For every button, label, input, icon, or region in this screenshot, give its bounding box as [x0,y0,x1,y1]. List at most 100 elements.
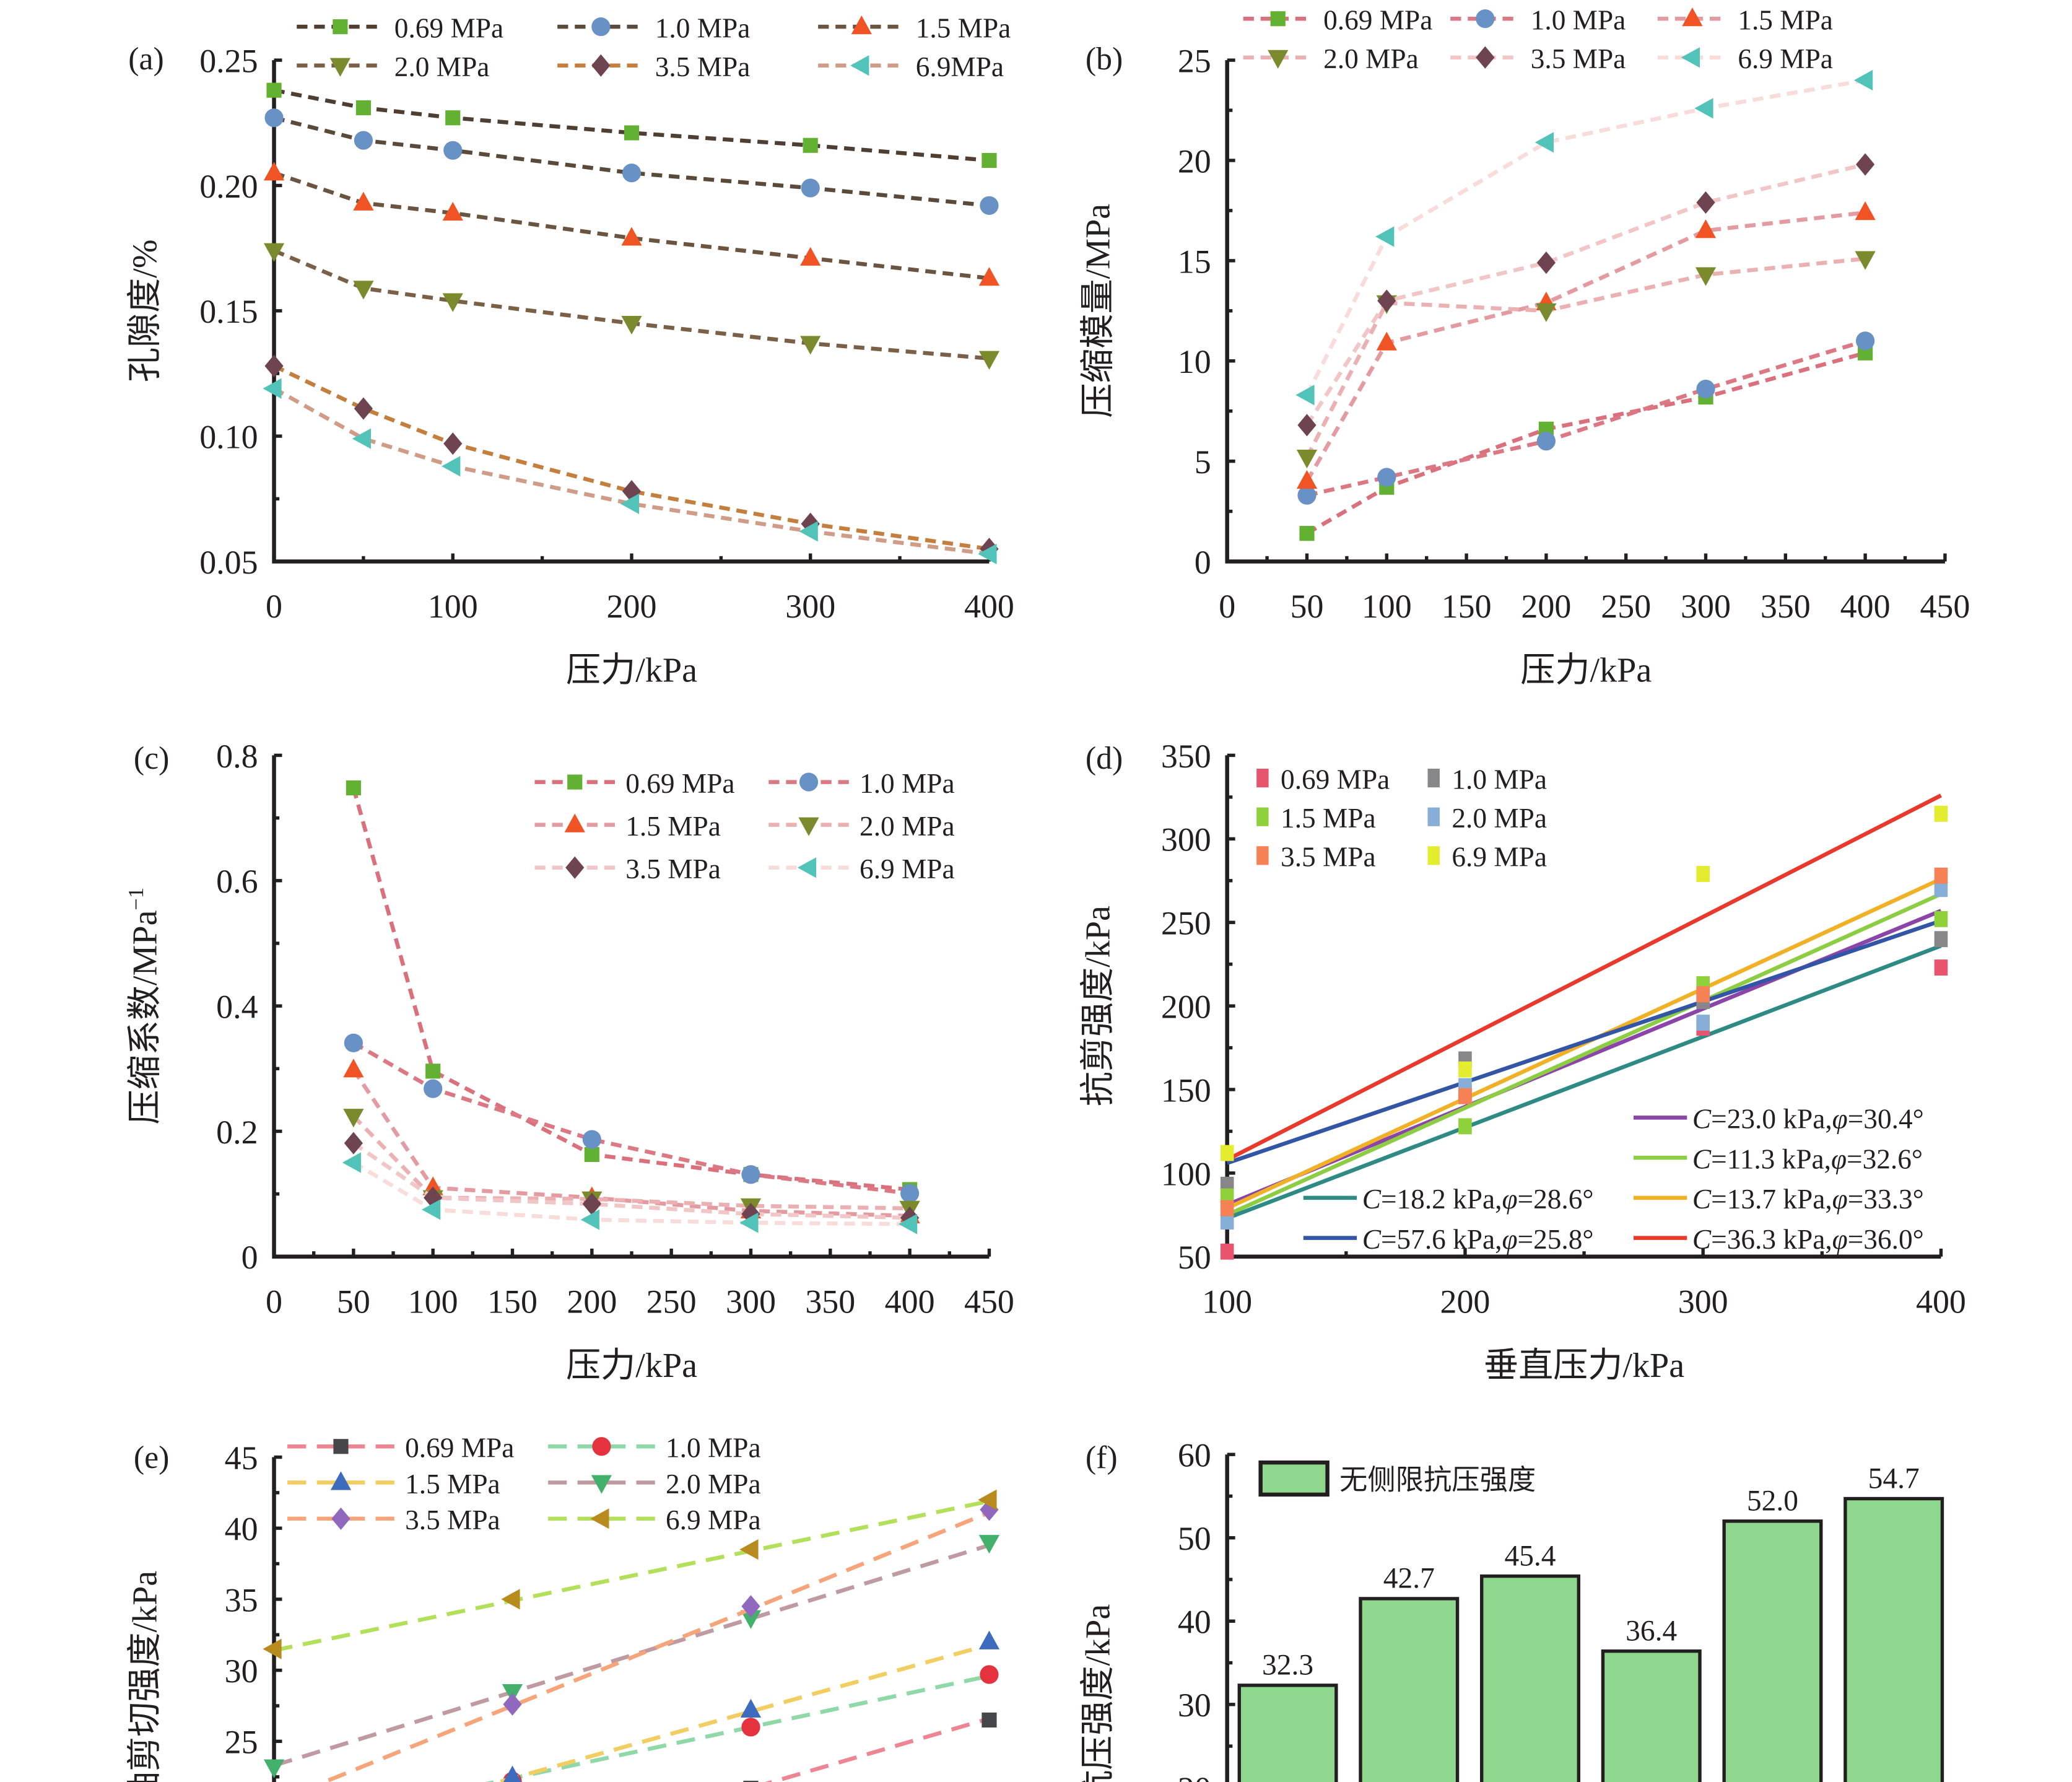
x-tick-label: 450 [964,1283,1014,1320]
panel-label: (f) [1086,1440,1118,1475]
data-point [801,512,820,535]
fit-line [1226,919,1942,1165]
data-point [743,1780,759,1782]
y-axis-title: 压缩模量/MPa [1079,204,1118,418]
chart-panel-a: 0.05 0.10 0.15 0.20 0.25 0 100 200 300 400 压力/kPa 孔… [126,12,1014,689]
series-6.9MPa [263,378,997,564]
bar-data-label: 52.0 [1747,1485,1798,1518]
series-1.0-MPa [264,108,999,215]
series-2.0-MPa [263,243,1000,370]
legend-label: 2.0 MPa [666,1469,761,1500]
bar-data-label: 45.4 [1504,1540,1556,1572]
y-tick-label: 10 [1178,343,1211,380]
data-point [1695,267,1717,286]
y-tick-label: 30 [225,1653,258,1690]
y-tick-label: 20 [1178,142,1211,180]
fit-line [485,1674,990,1782]
data-point [1377,468,1396,487]
fit-line [319,1510,990,1782]
legend-item: 2.0 MPa [1427,803,1547,834]
legend-label: 1.5 MPa [916,12,1011,43]
series-line [352,1041,910,1195]
panel-label: (d) [1086,741,1123,776]
legend-label: 0.69 MPa [1323,4,1432,35]
data-point [1934,911,1948,927]
data-point [263,1759,285,1778]
legend-item: 2.0 MPa [1243,43,1419,74]
legend-label: 0.69 MPa [394,12,503,43]
legend-label: 2.0 MPa [1323,43,1419,74]
x-tick-label: 0 [266,1283,282,1320]
x-tick-label: 250 [646,1283,697,1320]
y-tick-label: 0.10 [199,419,258,456]
y-axis-title: 三轴剪切强度/kPa [126,1571,165,1782]
legend-label: 3.5 MPa [655,51,751,82]
fit-legend-label: C=13.7 kPa,φ=33.3° [1692,1184,1924,1215]
legend-swatch [1427,807,1440,826]
series-6.9-MPa [263,1489,997,1659]
x-tick-label: 200 [1521,588,1571,625]
series-line [273,171,990,281]
data-point [978,267,1000,286]
legend-item: 6.9MPa [818,51,1004,82]
legend-marker [797,857,817,878]
data-point [263,378,282,399]
x-axis-title: 压力/kPa [1520,652,1652,690]
legend-swatch [1258,1460,1330,1497]
y-tick-label: 40 [225,1511,258,1548]
legend-item: 3.5 MPa [287,1505,500,1535]
y-tick-label: 100 [1161,1155,1211,1192]
series-line [272,387,990,556]
data-point [1855,201,1876,221]
data-point [343,1109,364,1128]
legend-label: 3.5 MPa [625,854,721,884]
legend: 0.69 MPa 1.0 MPa 1.5 MPa 2.0 MPa 3.5 MPa 6.9 … [287,1433,761,1535]
fit-legend-label-part: C [1362,1184,1382,1215]
data-point [800,336,821,355]
y-tick-label: 25 [1178,43,1211,80]
x-tick-label: 200 [567,1283,617,1320]
data-point [1934,867,1948,884]
data-point [263,243,285,262]
y-tick-label: 20 [1178,1770,1211,1782]
data-point [741,1165,760,1184]
data-point [1695,219,1717,238]
bar [1601,1649,1702,1782]
legend-marker [333,19,348,35]
y-axis-title: 孔隙度/% [126,239,165,382]
legend-label: 2.0 MPa [1452,803,1547,834]
legend-label: 1.0 MPa [655,12,751,43]
legend-marker [592,1437,611,1456]
fit-legend-item: C=23.0 kPa,φ=30.4° [1633,1104,1924,1135]
legend-marker [565,856,585,879]
data-point [1297,486,1317,505]
legend-item: 1.5 MPa [1256,803,1376,834]
legend-label: 1.5 MPa [625,811,721,842]
y-tick-label: 0.15 [199,293,258,330]
data-point [1696,866,1710,882]
data-point [1375,226,1395,247]
chart-panel-d: 50 100 150 200 250 300 350 100 200 300 400 垂直压力/kPa… [1079,738,1966,1385]
data-point [342,1152,361,1173]
series-0.69-MPa [266,82,997,168]
legend-marker [851,15,872,35]
legend-swatch [1256,769,1269,788]
x-tick-label: 300 [785,588,835,625]
chart-panel-f: 0102030405060滤失压差/MPa抗压强度/kPa(f)32.30.69… [1079,1437,1944,1782]
legend: 无侧限抗压强度 [1258,1460,1536,1497]
series-line [1305,78,1866,396]
bar [1359,1597,1460,1782]
legend-item: 1.5 MPa [818,12,1011,43]
x-tick-label: 150 [487,1283,538,1320]
x-tick-label: 450 [1920,588,1970,625]
data-point [1696,986,1710,1003]
fit-legend-label-part: =11.3 kPa, [1711,1143,1831,1174]
fit-legend-label-part: φ [1831,1143,1847,1174]
data-point [422,1199,441,1220]
series-1.0-MPa [344,1033,920,1203]
x-tick-label: 400 [1840,588,1891,625]
legend-marker [798,817,819,836]
y-tick-label: 0.20 [199,168,258,205]
fit-legend-label-part: C [1692,1224,1712,1255]
